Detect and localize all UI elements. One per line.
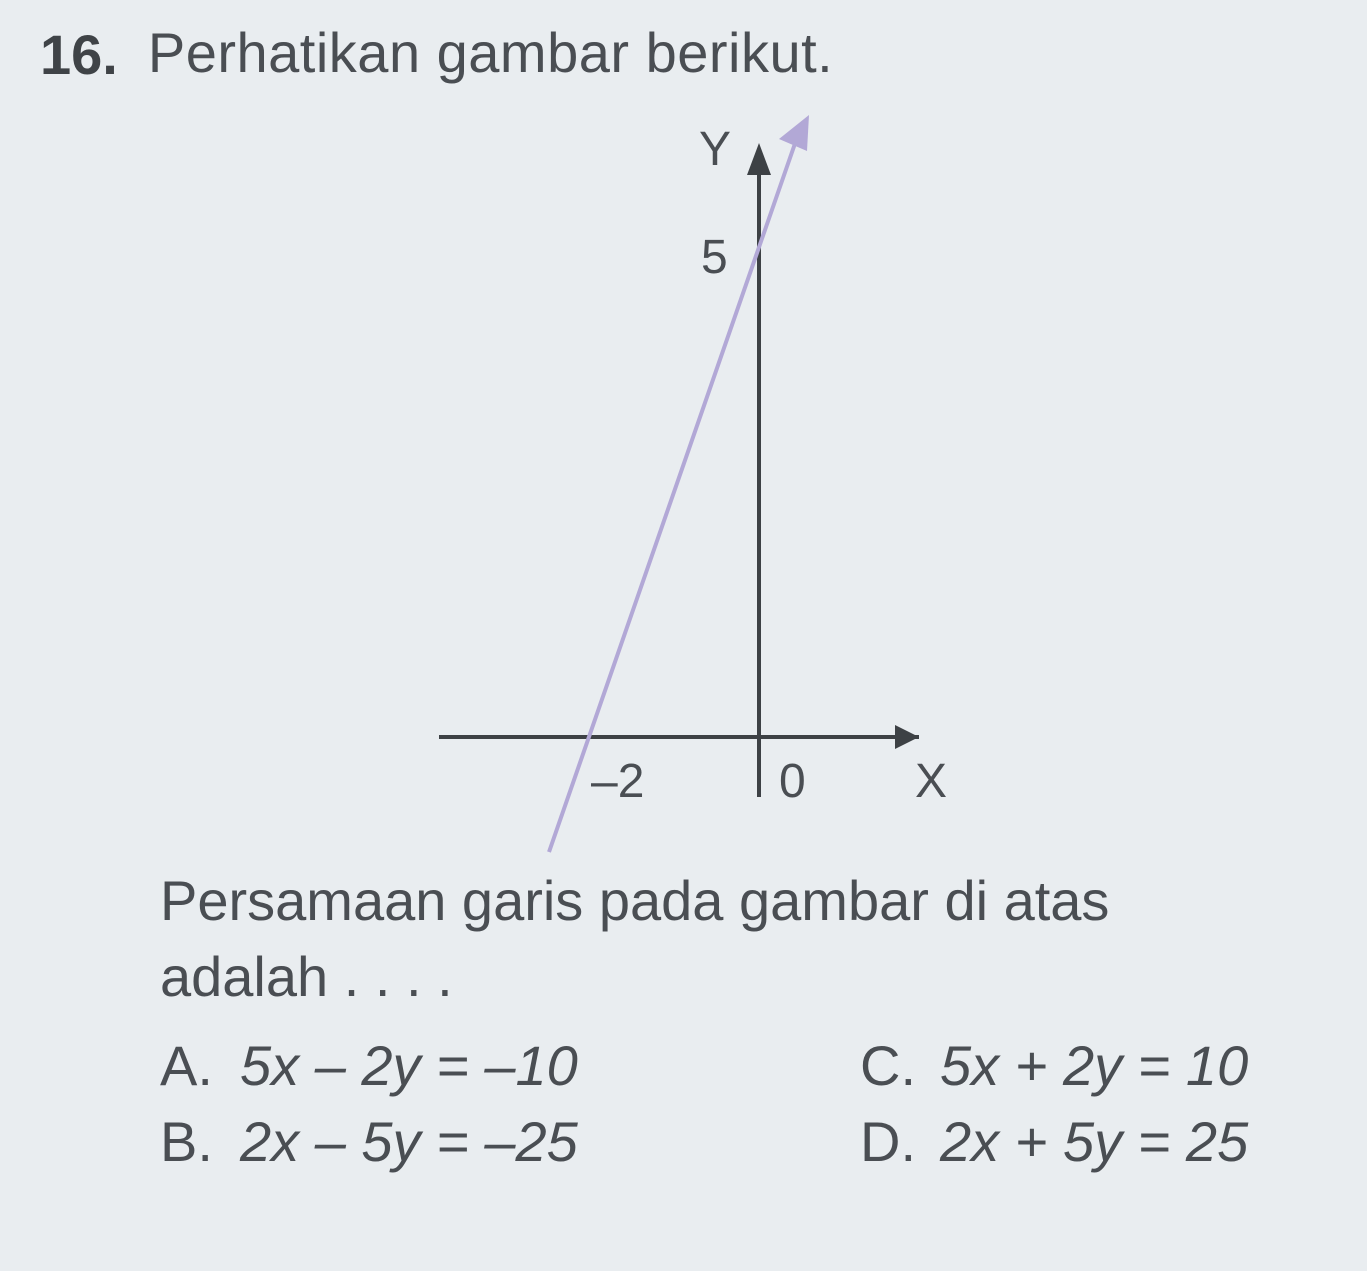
option-b-text: 2x – 5y = –25 — [240, 1104, 578, 1180]
option-d-text: 2x + 5y = 25 — [940, 1104, 1248, 1180]
graph-line — [549, 132, 799, 852]
origin-label: 0 — [779, 755, 806, 808]
followup-line-1: Persamaan garis pada gambar di atas — [160, 863, 1327, 939]
x-axis-arrow-icon — [895, 725, 919, 749]
option-c-letter: C. — [860, 1028, 940, 1104]
question-followup: Persamaan garis pada gambar di atas adal… — [160, 863, 1327, 1014]
option-a-text: 5x – 2y = –10 — [240, 1028, 578, 1104]
options-block: A. 5x – 2y = –10 C. 5x + 2y = 10 B. 2x –… — [160, 1028, 1327, 1179]
x-tick-label: –2 — [591, 755, 644, 808]
option-d[interactable]: D. 2x + 5y = 25 — [860, 1104, 1248, 1180]
question-prompt: Perhatikan gambar berikut. — [148, 20, 833, 85]
options-row-1: A. 5x – 2y = –10 C. 5x + 2y = 10 — [160, 1028, 1327, 1104]
coordinate-chart: Y X 0 –2 5 — [359, 97, 1009, 857]
y-axis-label: Y — [699, 123, 731, 176]
option-a-letter: A. — [160, 1028, 240, 1104]
question-row: 16. Perhatikan gambar berikut. — [40, 20, 1327, 87]
options-row-2: B. 2x – 5y = –25 D. 2x + 5y = 25 — [160, 1104, 1327, 1180]
y-axis-arrow-icon — [747, 143, 771, 175]
option-d-letter: D. — [860, 1104, 940, 1180]
chart-container: Y X 0 –2 5 — [40, 97, 1327, 857]
y-tick-label: 5 — [701, 231, 728, 284]
option-c-text: 5x + 2y = 10 — [940, 1028, 1248, 1104]
followup-line-2: adalah . . . . — [160, 939, 1327, 1015]
question-number: 16. — [40, 22, 118, 87]
option-b[interactable]: B. 2x – 5y = –25 — [160, 1104, 860, 1180]
option-c[interactable]: C. 5x + 2y = 10 — [860, 1028, 1248, 1104]
page: 16. Perhatikan gambar berikut. Y X 0 –2 … — [0, 0, 1367, 1271]
option-b-letter: B. — [160, 1104, 240, 1180]
option-a[interactable]: A. 5x – 2y = –10 — [160, 1028, 860, 1104]
x-axis-label: X — [915, 755, 947, 808]
